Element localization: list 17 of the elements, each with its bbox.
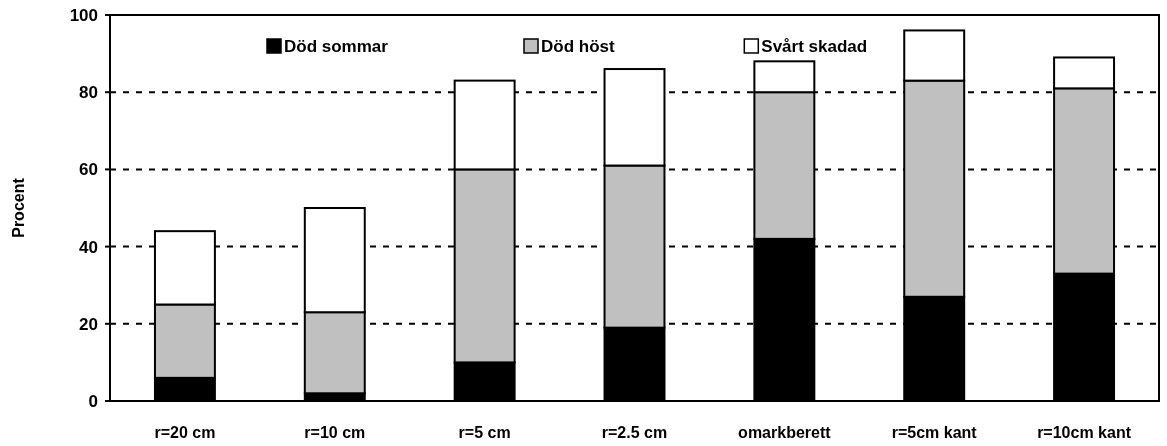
y-tick-label: 20 bbox=[79, 314, 98, 334]
y-tick-label: 60 bbox=[79, 160, 98, 180]
x-tick-label: r=20 cm bbox=[154, 424, 216, 441]
legend-label: Svårt skadad bbox=[761, 36, 868, 56]
x-tick-label: r=5 cm bbox=[458, 424, 511, 441]
x-tick-label: omarkberett bbox=[738, 424, 832, 441]
y-tick-label: 80 bbox=[79, 83, 98, 103]
legend-label: Död höst bbox=[541, 36, 615, 56]
y-tick-label: 0 bbox=[88, 391, 98, 411]
x-tick-label: r=2.5 cm bbox=[601, 424, 668, 441]
y-tick-label: 100 bbox=[69, 5, 98, 25]
legend-label: Död sommar bbox=[284, 36, 389, 56]
x-tick-label: r=5cm kant bbox=[891, 424, 978, 441]
x-tick-label: r=10cm kant bbox=[1037, 424, 1132, 441]
x-tick-label: r=10 cm bbox=[304, 424, 366, 441]
y-tick-label: 40 bbox=[79, 237, 98, 257]
y-axis-title: Procent bbox=[10, 177, 27, 238]
